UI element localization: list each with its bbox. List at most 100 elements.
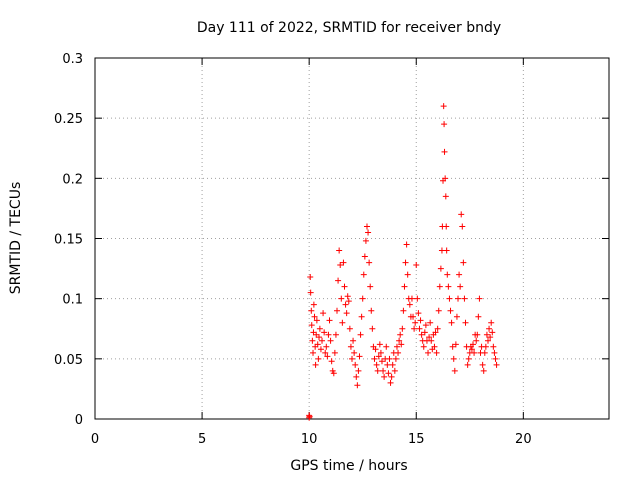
data-point bbox=[447, 307, 454, 314]
data-point bbox=[373, 361, 380, 368]
data-point bbox=[481, 349, 488, 356]
data-point bbox=[464, 361, 471, 368]
data-point bbox=[319, 337, 326, 344]
data-point bbox=[465, 355, 472, 362]
data-point bbox=[427, 319, 434, 326]
data-point bbox=[387, 379, 394, 386]
data-point bbox=[380, 367, 387, 374]
data-point bbox=[360, 271, 367, 278]
data-point bbox=[413, 261, 420, 268]
data-point bbox=[468, 346, 475, 353]
data-point bbox=[316, 325, 323, 332]
data-point bbox=[416, 325, 423, 332]
data-point bbox=[357, 331, 364, 338]
data-point bbox=[349, 355, 355, 362]
data-point bbox=[386, 355, 393, 362]
data-point bbox=[346, 325, 353, 332]
data-point bbox=[368, 307, 375, 314]
data-point bbox=[400, 307, 407, 314]
data-point bbox=[411, 325, 418, 332]
data-point bbox=[388, 373, 395, 380]
data-point bbox=[462, 319, 469, 326]
y-tick-label: 0.15 bbox=[54, 233, 83, 248]
data-point bbox=[352, 361, 359, 368]
data-point bbox=[327, 337, 334, 344]
data-point bbox=[401, 283, 408, 290]
y-tick-label: 0 bbox=[75, 413, 83, 428]
data-point bbox=[389, 361, 396, 368]
data-point bbox=[311, 313, 318, 320]
data-point bbox=[391, 367, 398, 374]
data-point bbox=[365, 229, 372, 236]
data-point bbox=[316, 334, 323, 341]
data-point bbox=[432, 329, 439, 336]
data-point bbox=[341, 283, 348, 290]
x-tick-label: 5 bbox=[198, 432, 206, 447]
data-point bbox=[375, 353, 382, 360]
axis-ticks: 0 0.05 0.1 0.15 0.2 0.25 0.3 0 5 10 15 20 bbox=[54, 52, 609, 447]
data-point bbox=[359, 295, 366, 302]
data-point bbox=[434, 325, 441, 332]
data-point bbox=[486, 325, 493, 332]
data-point bbox=[338, 295, 345, 302]
data-point bbox=[336, 247, 343, 254]
data-point bbox=[361, 253, 368, 260]
data-point bbox=[344, 293, 351, 300]
data-point bbox=[474, 331, 481, 338]
chart-title: Day 111 of 2022, SRMTID for receiver bnd… bbox=[197, 20, 501, 36]
x-tick-label: 10 bbox=[301, 432, 318, 447]
data-point bbox=[383, 343, 390, 350]
data-point bbox=[441, 148, 448, 155]
data-point bbox=[421, 329, 428, 336]
y-tick-label: 0.3 bbox=[62, 52, 83, 67]
data-point bbox=[384, 361, 391, 368]
data-point bbox=[443, 223, 450, 230]
data-point bbox=[420, 343, 427, 350]
data-point bbox=[437, 265, 444, 272]
data-point bbox=[452, 341, 459, 348]
data-point bbox=[483, 331, 490, 338]
data-point bbox=[428, 337, 435, 344]
data-point bbox=[433, 349, 440, 356]
data-point bbox=[367, 283, 374, 290]
data-point bbox=[355, 367, 362, 374]
data-point bbox=[422, 322, 429, 329]
data-point bbox=[347, 343, 354, 350]
data-point bbox=[321, 329, 328, 336]
data-point bbox=[442, 193, 449, 200]
data-point bbox=[491, 349, 498, 356]
data-point bbox=[476, 295, 483, 302]
data-point bbox=[493, 361, 500, 368]
data-point bbox=[369, 325, 376, 332]
data-point bbox=[372, 346, 379, 353]
data-point bbox=[403, 241, 410, 248]
data-point bbox=[488, 319, 495, 326]
data-point bbox=[371, 355, 378, 362]
data-point bbox=[343, 310, 350, 317]
data-point bbox=[307, 274, 314, 281]
data-point bbox=[458, 211, 465, 218]
data-point bbox=[443, 247, 450, 254]
data-point bbox=[356, 353, 363, 360]
data-point bbox=[325, 331, 332, 338]
data-point bbox=[324, 353, 331, 360]
data-point bbox=[323, 343, 330, 350]
data-point bbox=[425, 349, 432, 356]
data-point bbox=[376, 341, 383, 348]
data-point bbox=[308, 307, 315, 314]
data-point bbox=[377, 349, 384, 356]
data-point bbox=[317, 346, 324, 353]
data-point bbox=[312, 361, 319, 368]
data-point bbox=[490, 343, 497, 350]
data-point bbox=[412, 319, 419, 326]
data-point bbox=[461, 295, 468, 302]
data-point bbox=[345, 298, 352, 305]
data-point bbox=[455, 295, 462, 302]
data-point bbox=[342, 301, 349, 308]
data-point bbox=[444, 271, 451, 278]
data-point bbox=[459, 223, 466, 230]
data-point bbox=[362, 237, 369, 244]
data-point bbox=[399, 325, 406, 332]
data-point bbox=[350, 337, 357, 344]
